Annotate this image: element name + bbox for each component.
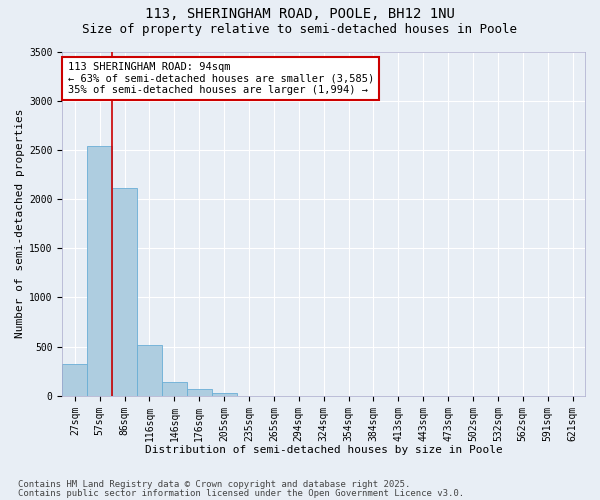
Bar xyxy=(212,393,236,396)
Bar xyxy=(162,382,187,396)
Text: Contains public sector information licensed under the Open Government Licence v3: Contains public sector information licen… xyxy=(18,488,464,498)
X-axis label: Distribution of semi-detached houses by size in Poole: Distribution of semi-detached houses by … xyxy=(145,445,503,455)
Bar xyxy=(137,345,162,396)
Y-axis label: Number of semi-detached properties: Number of semi-detached properties xyxy=(15,109,25,338)
Bar xyxy=(187,390,212,396)
Text: Size of property relative to semi-detached houses in Poole: Size of property relative to semi-detach… xyxy=(83,22,517,36)
Bar xyxy=(62,364,87,396)
Text: 113 SHERINGHAM ROAD: 94sqm
← 63% of semi-detached houses are smaller (3,585)
35%: 113 SHERINGHAM ROAD: 94sqm ← 63% of semi… xyxy=(68,62,374,95)
Text: Contains HM Land Registry data © Crown copyright and database right 2025.: Contains HM Land Registry data © Crown c… xyxy=(18,480,410,489)
Text: 113, SHERINGHAM ROAD, POOLE, BH12 1NU: 113, SHERINGHAM ROAD, POOLE, BH12 1NU xyxy=(145,8,455,22)
Bar xyxy=(112,188,137,396)
Bar xyxy=(87,146,112,396)
